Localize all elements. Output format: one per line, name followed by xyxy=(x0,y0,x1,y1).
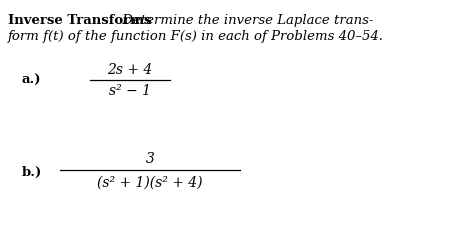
Text: Inverse Transforms: Inverse Transforms xyxy=(8,14,152,27)
Text: form f(t) of the function F(s) in each of Problems 40–54.: form f(t) of the function F(s) in each o… xyxy=(8,30,384,43)
Text: Inverse Transforms Determine the inverse Laplace trans-: Inverse Transforms Determine the inverse… xyxy=(0,251,1,252)
Text: a.): a.) xyxy=(22,74,42,86)
Text: Determine the inverse Laplace trans-: Determine the inverse Laplace trans- xyxy=(118,14,374,27)
Text: (s² + 1)(s² + 4): (s² + 1)(s² + 4) xyxy=(97,176,203,190)
Text: s² − 1: s² − 1 xyxy=(109,84,151,98)
Text: 3: 3 xyxy=(146,152,155,166)
Text: b.): b.) xyxy=(22,166,42,178)
Text: 2s + 4: 2s + 4 xyxy=(108,63,153,77)
